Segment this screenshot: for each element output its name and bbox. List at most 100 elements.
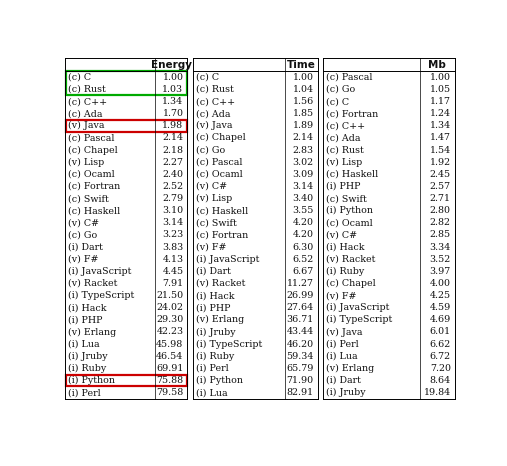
Bar xyxy=(66,375,187,386)
Text: 1.05: 1.05 xyxy=(430,85,451,94)
Text: 26.99: 26.99 xyxy=(286,291,314,300)
Text: 2.71: 2.71 xyxy=(430,194,451,203)
Text: 27.64: 27.64 xyxy=(286,303,314,312)
Text: 3.34: 3.34 xyxy=(429,243,451,252)
Text: 2.14: 2.14 xyxy=(293,133,314,143)
Text: 1.00: 1.00 xyxy=(163,73,184,82)
Text: 1.89: 1.89 xyxy=(293,121,314,130)
Text: 1.34: 1.34 xyxy=(162,97,184,106)
Text: Mb: Mb xyxy=(428,60,446,70)
Text: 2.83: 2.83 xyxy=(293,145,314,155)
Text: 6.30: 6.30 xyxy=(293,243,314,252)
Text: (i) Ruby: (i) Ruby xyxy=(326,267,365,276)
Text: (v) Racket: (v) Racket xyxy=(196,279,245,288)
Text: (i) Perl: (i) Perl xyxy=(196,364,229,373)
Text: (c) Ada: (c) Ada xyxy=(68,109,102,118)
Text: 2.45: 2.45 xyxy=(430,170,451,179)
Text: (i) Hack: (i) Hack xyxy=(326,243,365,252)
Text: (v) Java: (v) Java xyxy=(196,121,232,130)
Text: (v) C#: (v) C# xyxy=(196,182,227,191)
Text: (v) Erlang: (v) Erlang xyxy=(326,364,374,373)
Text: 21.50: 21.50 xyxy=(156,291,184,300)
Text: (c) Fortran: (c) Fortran xyxy=(196,231,248,240)
Text: (c) Go: (c) Go xyxy=(326,85,355,94)
Text: (c) Fortran: (c) Fortran xyxy=(326,109,378,118)
Text: 4.25: 4.25 xyxy=(430,291,451,300)
Text: (i) Python: (i) Python xyxy=(196,376,243,385)
Bar xyxy=(66,120,187,131)
Text: 1.24: 1.24 xyxy=(430,109,451,118)
Text: 69.91: 69.91 xyxy=(156,364,184,373)
Text: (c) Ocaml: (c) Ocaml xyxy=(196,170,243,179)
Text: 7.20: 7.20 xyxy=(430,364,451,373)
Text: 6.52: 6.52 xyxy=(293,255,314,264)
Text: 43.44: 43.44 xyxy=(286,328,314,336)
Text: 1.92: 1.92 xyxy=(430,158,451,167)
Bar xyxy=(66,71,187,95)
Text: 1.34: 1.34 xyxy=(430,121,451,130)
Text: 36.71: 36.71 xyxy=(286,315,314,324)
Text: (c) C++: (c) C++ xyxy=(68,97,107,106)
Text: (c) Ocaml: (c) Ocaml xyxy=(68,170,115,179)
Text: (v) C#: (v) C# xyxy=(68,218,99,227)
Text: 4.59: 4.59 xyxy=(429,303,451,312)
Text: (i) PHP: (i) PHP xyxy=(196,303,230,312)
Text: 2.82: 2.82 xyxy=(430,218,451,227)
Text: Energy: Energy xyxy=(151,60,192,70)
Text: (v) Java: (v) Java xyxy=(326,328,363,336)
Text: 3.14: 3.14 xyxy=(162,218,184,227)
Text: 1.00: 1.00 xyxy=(293,73,314,82)
Text: (c) C: (c) C xyxy=(68,73,91,82)
Text: (c) Rust: (c) Rust xyxy=(196,85,234,94)
Text: 2.14: 2.14 xyxy=(163,133,184,143)
Text: 3.52: 3.52 xyxy=(429,255,451,264)
Text: 1.70: 1.70 xyxy=(163,109,184,118)
Text: 3.23: 3.23 xyxy=(162,231,184,240)
Text: 1.54: 1.54 xyxy=(430,145,451,155)
Text: (v) Erlang: (v) Erlang xyxy=(196,315,244,324)
Text: (i) Python: (i) Python xyxy=(326,206,373,215)
Text: 3.09: 3.09 xyxy=(293,170,314,179)
Text: 2.27: 2.27 xyxy=(163,158,184,167)
Text: 2.52: 2.52 xyxy=(162,182,184,191)
Text: 2.80: 2.80 xyxy=(430,206,451,215)
Text: (v) Lisp: (v) Lisp xyxy=(196,194,232,203)
Text: 4.20: 4.20 xyxy=(293,218,314,227)
Text: (i) Dart: (i) Dart xyxy=(196,267,231,276)
Text: 8.64: 8.64 xyxy=(430,376,451,385)
Text: (c) Fortran: (c) Fortran xyxy=(68,182,120,191)
Text: (c) Go: (c) Go xyxy=(68,231,97,240)
Text: 1.85: 1.85 xyxy=(293,109,314,118)
Text: (i) Perl: (i) Perl xyxy=(68,388,101,397)
Text: (i) Jruby: (i) Jruby xyxy=(326,388,366,397)
Text: (i) Lua: (i) Lua xyxy=(326,352,358,361)
Text: (i) Perl: (i) Perl xyxy=(326,340,359,349)
Text: 11.27: 11.27 xyxy=(286,279,314,288)
Text: 46.54: 46.54 xyxy=(156,352,184,361)
Text: (c) C: (c) C xyxy=(326,97,349,106)
Text: (c) Go: (c) Go xyxy=(196,145,225,155)
Text: 1.04: 1.04 xyxy=(293,85,314,94)
Text: 2.40: 2.40 xyxy=(163,170,184,179)
Text: 45.98: 45.98 xyxy=(156,340,184,349)
Text: 4.20: 4.20 xyxy=(293,231,314,240)
Text: (v) F#: (v) F# xyxy=(326,291,356,300)
Text: 3.14: 3.14 xyxy=(293,182,314,191)
Text: (v) Java: (v) Java xyxy=(68,121,104,130)
Text: (v) Racket: (v) Racket xyxy=(326,255,376,264)
Text: 65.79: 65.79 xyxy=(286,364,314,373)
Text: 3.40: 3.40 xyxy=(293,194,314,203)
Text: 3.83: 3.83 xyxy=(162,243,184,252)
Text: 1.98: 1.98 xyxy=(162,121,184,130)
Text: 79.58: 79.58 xyxy=(156,388,184,397)
Text: 75.88: 75.88 xyxy=(156,376,184,385)
Text: (i) Ruby: (i) Ruby xyxy=(196,352,234,361)
Text: 6.72: 6.72 xyxy=(430,352,451,361)
Text: (i) JavaScript: (i) JavaScript xyxy=(196,254,259,264)
Text: (c) Ocaml: (c) Ocaml xyxy=(326,218,373,227)
Text: 4.69: 4.69 xyxy=(429,315,451,324)
Text: (i) Python: (i) Python xyxy=(68,376,115,385)
Text: 4.00: 4.00 xyxy=(430,279,451,288)
Text: 19.84: 19.84 xyxy=(424,388,451,397)
Text: (i) Hack: (i) Hack xyxy=(68,303,106,312)
